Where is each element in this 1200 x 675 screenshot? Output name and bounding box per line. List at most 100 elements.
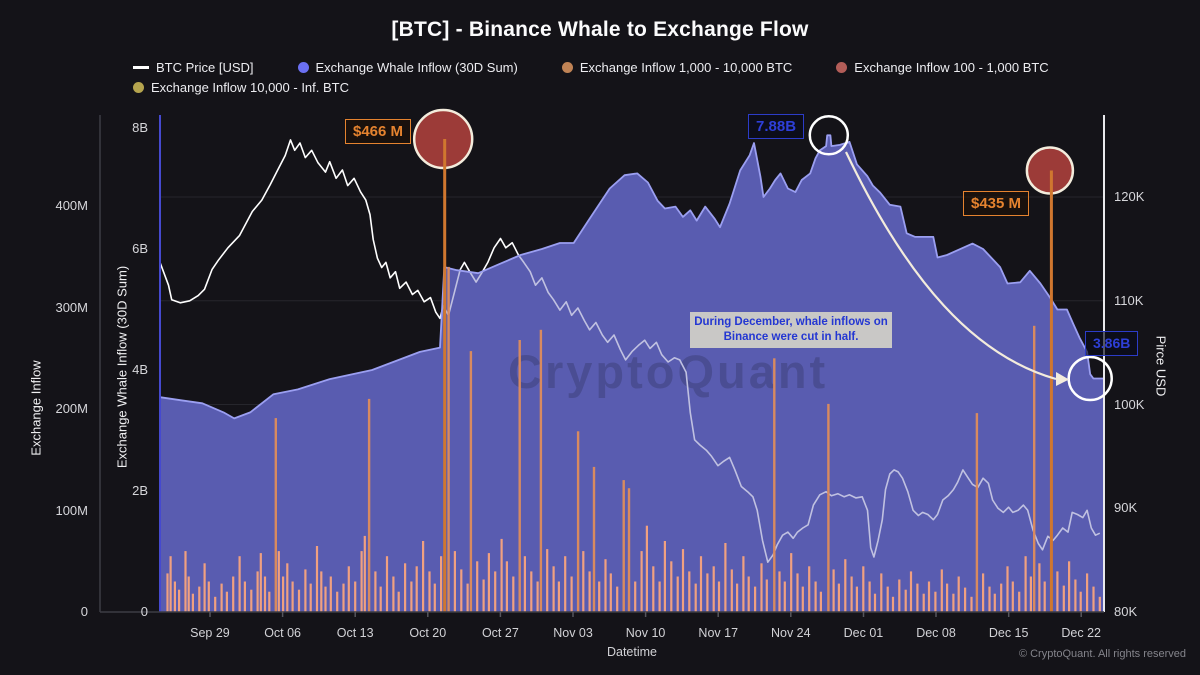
inflow-bar [274,418,277,612]
inflow-bar [783,581,786,612]
inflow-bar [1062,585,1065,612]
inflow-bar [354,581,357,612]
inflow-bar [640,551,643,612]
inflow-bar [754,586,757,612]
inflow-bar [844,559,847,612]
inflow-bar [304,569,307,612]
inflow-bar [360,551,363,612]
inflow-bar [898,579,901,612]
inflow-bar [1079,591,1082,612]
legend-label: Exchange Whale Inflow (30D Sum) [315,60,518,75]
inflow-bar [1086,573,1089,612]
inflow-bar [487,553,490,612]
inflow-bar [268,591,271,612]
inflow-bar [850,576,853,612]
tick-price-120K: 120K [1114,189,1145,204]
inflow-bar [397,591,400,612]
inflow-bar [374,571,377,612]
inflow-bar [1038,563,1041,612]
inflow-bar [392,576,395,612]
inflow-bar [832,569,835,612]
dot-marker-icon [133,82,144,93]
legend-label: BTC Price [USD] [156,60,254,75]
inflow-bar [645,525,648,612]
inflow-bar [1098,596,1101,612]
inflow-bar [207,581,210,612]
inflow-bar [880,573,883,612]
inflow-bar [790,553,793,612]
tick-date-Nov-03: Nov 03 [553,626,593,640]
tick-date-Oct-27: Oct 27 [481,626,519,640]
inflow-bar [433,583,436,612]
legend-item-4[interactable]: Exchange Inflow 10,000 - Inf. BTC [133,80,349,95]
inflow-bar [536,581,539,612]
legend-item-2[interactable]: Exchange Inflow 1,000 - 10,000 BTC [561,60,792,75]
value-callout-3.86B: 3.86B [1085,331,1139,356]
inflow-bar [855,586,858,612]
inflow-bar [570,576,573,612]
inflow-bar [342,583,345,612]
line-marker-icon [133,66,149,69]
tick-date-Nov-17: Nov 17 [698,626,739,640]
inflow-bar [760,563,763,612]
inflow-bar [476,561,479,612]
tick-date-Nov-24: Nov 24 [770,626,811,640]
inflow-bar [1092,586,1095,612]
tick-whale-inflow-8B: 8B [132,120,148,135]
tick-whale-inflow-0: 0 [140,604,148,619]
inflow-bar [634,581,637,612]
inflow-bar [336,591,339,612]
inflow-bar [466,583,469,612]
tick-date-Sep-29: Sep 29 [190,626,230,640]
inflow-bar [324,586,327,612]
inflow-bar [1074,579,1077,612]
page-title: [BTC] - Binance Whale to Exchange Flow [391,18,809,41]
inflow-bar [712,566,715,612]
legend-item-0[interactable]: BTC Price [USD] [133,60,254,75]
inflow-bar [681,549,685,612]
inflow-bar [982,573,985,612]
inflow-bar [1043,581,1046,612]
inflow-bar [576,431,580,612]
inflow-bar [379,586,382,612]
inflow-bar [975,413,979,612]
inflow-bar [256,571,259,612]
inflow-bar [415,566,418,612]
inflow-bar [773,358,776,612]
inflow-bar [320,571,323,612]
tick-price-80K: 80K [1114,604,1138,619]
inflow-bar [886,586,889,612]
inflow-bar [410,581,413,612]
inflow-bar [592,466,596,612]
inflow-bar [482,579,485,612]
inflow-bar [1006,566,1009,612]
inflow-bar [428,571,431,612]
inflow-bar [993,593,996,612]
inflow-bar [688,571,691,612]
legend-item-3[interactable]: Exchange Inflow 100 - 1,000 BTC [836,60,1049,75]
tick-date-Dec-08: Dec 08 [916,626,956,640]
dot-marker-icon [297,62,309,73]
inflow-bar [1011,581,1014,612]
inflow-bar [970,596,973,612]
inflow-bar [367,398,371,612]
inflow-bar [916,583,919,612]
inflow-bar [539,329,543,612]
inflow-bar [598,581,601,612]
inflow-bar [166,573,169,612]
inflow-bar [582,551,585,612]
inflow-bar [243,581,246,612]
highlight-circle-3 [1067,355,1113,402]
legend-item-1[interactable]: Exchange Whale Inflow (30D Sum) [297,60,518,75]
inflow-bar [819,591,822,612]
inflow-bar [259,553,262,612]
inflow-bar [469,351,473,612]
inflow-bar [500,538,503,612]
inflow-bar [964,587,967,612]
inflow-bar [706,573,709,612]
inflow-bar [904,589,907,612]
inflow-bar [699,556,703,612]
inflow-bar [952,593,955,612]
inflow-bar [1029,576,1032,612]
